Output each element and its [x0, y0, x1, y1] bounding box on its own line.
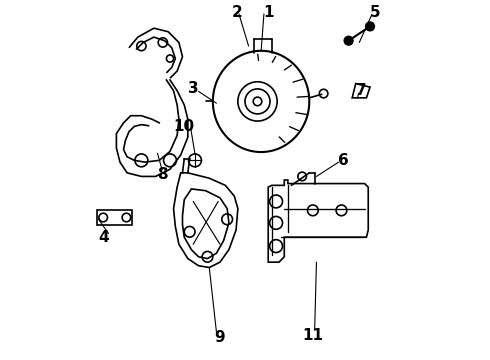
Polygon shape [173, 173, 238, 267]
Text: 10: 10 [174, 119, 195, 134]
Text: 9: 9 [215, 330, 225, 345]
Text: 4: 4 [98, 230, 109, 245]
Circle shape [366, 22, 374, 31]
Text: 3: 3 [188, 81, 198, 96]
Text: 5: 5 [370, 5, 381, 19]
Text: 1: 1 [263, 5, 273, 19]
Circle shape [344, 36, 353, 45]
Polygon shape [97, 210, 132, 225]
Polygon shape [268, 180, 368, 262]
Text: 2: 2 [232, 5, 243, 19]
Text: 11: 11 [302, 328, 323, 343]
Text: 7: 7 [356, 83, 367, 98]
Text: 8: 8 [157, 167, 168, 182]
Text: 6: 6 [338, 153, 348, 168]
